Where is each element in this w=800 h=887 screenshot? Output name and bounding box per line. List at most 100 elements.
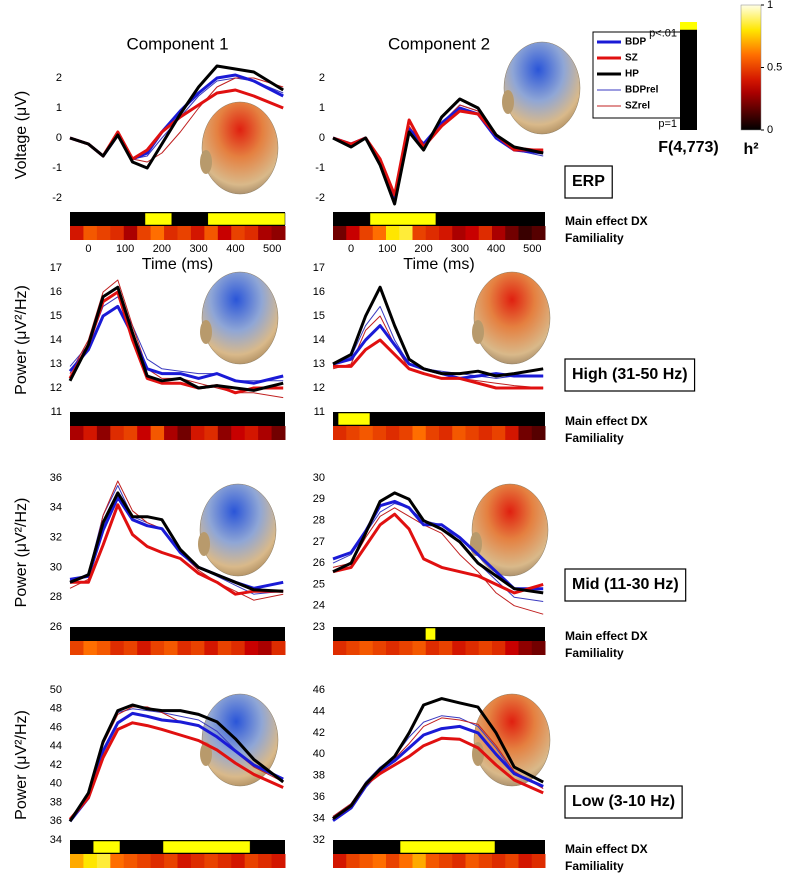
colorbar-f [680, 22, 697, 130]
familiality-cell [372, 226, 387, 240]
familiality-cell [492, 426, 506, 440]
x-axis-label: Time (ms) [142, 256, 213, 273]
familiality-cell [83, 426, 98, 440]
familiality-cell [177, 426, 192, 440]
familiality-cell [531, 854, 546, 868]
familiality-cell [244, 641, 259, 655]
y-tick-label: 0 [56, 132, 62, 144]
row-label: Low (3-10 Hz) [572, 793, 675, 810]
familiality-cell [465, 854, 480, 868]
head-topography [201, 101, 279, 195]
x-tick-label: 0 [85, 243, 91, 255]
series-line [332, 104, 544, 199]
familiality-cell [164, 641, 178, 655]
familiality-cell [518, 226, 533, 240]
familiality-cell [333, 226, 347, 240]
x-tick-label: 100 [116, 243, 134, 255]
familiality-cell [531, 641, 546, 655]
x-tick-label: 500 [523, 243, 541, 255]
dx-significant [162, 840, 251, 854]
y-tick-label: 30 [50, 561, 62, 573]
familiality-cell [244, 226, 259, 240]
familiality-cell [452, 854, 466, 868]
row-label-box [564, 785, 683, 819]
head-ear [200, 150, 212, 174]
y-tick-label: 16 [50, 286, 62, 298]
familiality-cell [505, 854, 519, 868]
row-label: ERP [572, 173, 605, 190]
y-tick-label: 48 [50, 703, 62, 715]
y-tick-label: 34 [50, 502, 62, 514]
familiality-cell [190, 641, 205, 655]
familiality-cell [492, 854, 506, 868]
familiality-cell [217, 426, 232, 440]
y-tick-label: 11 [314, 406, 325, 418]
y-tick-label: 44 [313, 705, 325, 717]
y-tick-label: 40 [50, 778, 62, 790]
familiality-cell [123, 854, 138, 868]
familiality-cell [333, 426, 347, 440]
familiality-cell [258, 226, 273, 240]
familiality-cell [258, 426, 273, 440]
familiality-cell [518, 854, 533, 868]
series-line [332, 104, 544, 202]
x-tick-label: 200 [153, 243, 171, 255]
familiality-cell [150, 426, 165, 440]
familiality-cell [177, 854, 192, 868]
y-tick-label: -2 [315, 192, 325, 204]
familiality-cell [258, 641, 273, 655]
familiality-cell [399, 426, 413, 440]
familiality-cell [217, 226, 232, 240]
familiality-cell [386, 226, 400, 240]
familiality-cell [271, 641, 286, 655]
familiality-cell [425, 426, 440, 440]
y-tick-label: 24 [313, 600, 325, 612]
familiality-cell [399, 854, 413, 868]
y-tick-label: 36 [50, 472, 62, 484]
familiality-cell [96, 854, 111, 868]
familiality-cell [123, 426, 138, 440]
y-axis-label: Power (μV²/Hz) [13, 498, 30, 608]
colorbar-f-significant [680, 22, 697, 30]
familiality-cell [386, 641, 400, 655]
dx-strip [333, 627, 545, 641]
familiality-cell [110, 226, 125, 240]
familiality-cell [425, 854, 440, 868]
head-ear [472, 320, 484, 344]
familiality-cell [518, 426, 533, 440]
head-topography [473, 271, 551, 365]
x-tick-label: 400 [487, 243, 505, 255]
familiality-cell [399, 226, 413, 240]
y-tick-label: 46 [50, 721, 62, 733]
head-ear [198, 532, 210, 556]
familiality-cell [231, 641, 246, 655]
series-line [332, 715, 544, 817]
familiality-cell [505, 226, 519, 240]
familiality-cell [83, 641, 98, 655]
familiality-cell [531, 226, 546, 240]
strip-label: Familiality [565, 646, 624, 660]
head-ear [200, 742, 212, 766]
familiality-cell [333, 641, 347, 655]
x-tick-label: 100 [378, 243, 396, 255]
head-topography [471, 483, 549, 577]
head-topography [201, 271, 279, 365]
familiality-cell [452, 641, 466, 655]
dx-significant [337, 412, 371, 426]
dx-strip [70, 412, 285, 426]
row-label-box [564, 358, 696, 392]
familiality-cell [177, 641, 192, 655]
series-line [332, 491, 544, 595]
familiality-cell [359, 226, 374, 240]
strip-label: Main effect DX [565, 629, 648, 643]
y-tick-label: 26 [50, 621, 62, 633]
series-line [68, 304, 284, 385]
y-tick-label: 32 [50, 532, 62, 544]
familiality-cell [70, 854, 84, 868]
y-tick-label: 14 [313, 334, 325, 346]
y-tick-label: 1 [56, 102, 62, 114]
familiality-cell [333, 854, 347, 868]
dx-significant [92, 840, 121, 854]
familiality-cell [204, 854, 219, 868]
